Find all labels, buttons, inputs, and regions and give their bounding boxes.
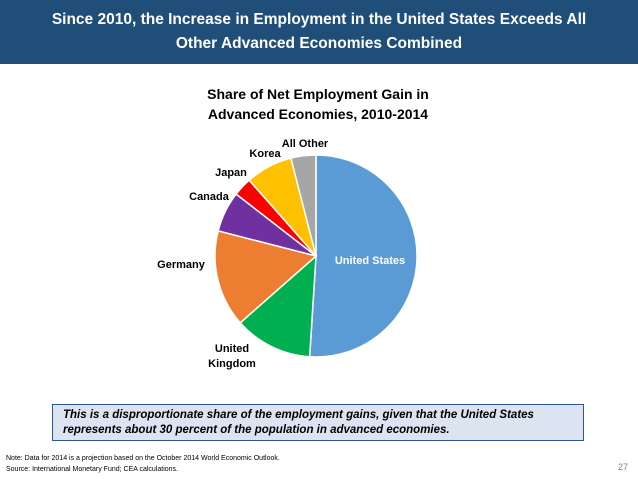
chart-title: Share of Net Employment Gain in Advanced… — [150, 84, 486, 124]
pie-slice-germany — [214, 229, 318, 324]
chart-title-line1: Share of Net Employment Gain in — [207, 86, 429, 102]
slide-title-line2: Other Advanced Economies Combined — [175, 35, 463, 52]
chart-title-line2: Advanced Economies, 2010-2014 — [207, 106, 429, 122]
slide-title-banner: Since 2010, the Increase in Employment i… — [0, 0, 638, 64]
pie-slice-all-other — [289, 154, 317, 257]
slice-label-all-other: All Other — [282, 138, 329, 150]
page-number: 27 — [617, 462, 628, 472]
callout-box: This is a disproportionate share of the … — [52, 404, 584, 441]
slice-label-korea: Korea — [249, 148, 281, 160]
slice-label-germany: Germany — [157, 259, 206, 271]
footnote-source: Source: International Monetary Fund; CEA… — [6, 466, 178, 473]
slide-title-line1: Since 2010, the Increase in Employment i… — [51, 11, 587, 28]
slice-label-japan: Japan — [215, 167, 247, 179]
callout-line2: represents about 30 percent of the popul… — [63, 424, 450, 436]
pie-slice-united-kingdom — [239, 254, 317, 358]
slice-label-canada: Canada — [189, 191, 230, 203]
pie-slice-united-states — [308, 154, 418, 358]
slice-label-united-kingdom: United Kingdom — [208, 343, 256, 370]
slice-label-united-states: United States — [335, 255, 405, 267]
callout-line1: This is a disproportionate share of the … — [63, 409, 534, 421]
footnote-note: Note: Data for 2014 is a projection base… — [6, 455, 280, 462]
footnote: Note: Data for 2014 is a projection base… — [6, 453, 280, 475]
